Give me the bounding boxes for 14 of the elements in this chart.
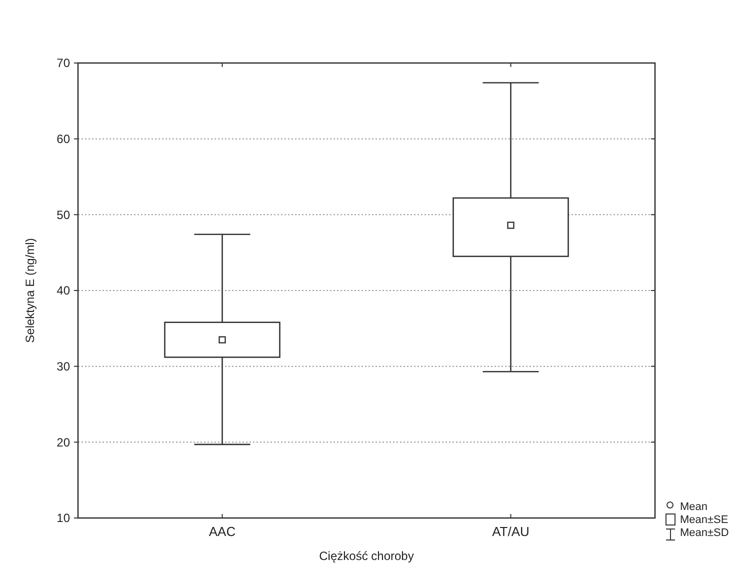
text: Mean <box>680 500 708 513</box>
text: Mean±SD <box>680 526 729 539</box>
y-tick-label: 10 <box>56 511 70 526</box>
y-tick-label: 50 <box>56 208 70 222</box>
x-axis-title: Ciężkość choroby <box>319 549 414 563</box>
y-axis-title: Selektyna E (ng/ml) <box>23 238 37 343</box>
y-tick-label: 70 <box>56 56 70 70</box>
x-tick-label: AAC <box>208 524 236 539</box>
x-tick-label: AT/AU <box>492 524 530 539</box>
y-tick-label: 30 <box>56 360 70 374</box>
text: Mean±SE <box>680 514 728 526</box>
y-tick-label: 40 <box>56 284 70 298</box>
y-tick-label: 20 <box>56 435 70 450</box>
y-tick-label: 60 <box>56 132 70 146</box>
